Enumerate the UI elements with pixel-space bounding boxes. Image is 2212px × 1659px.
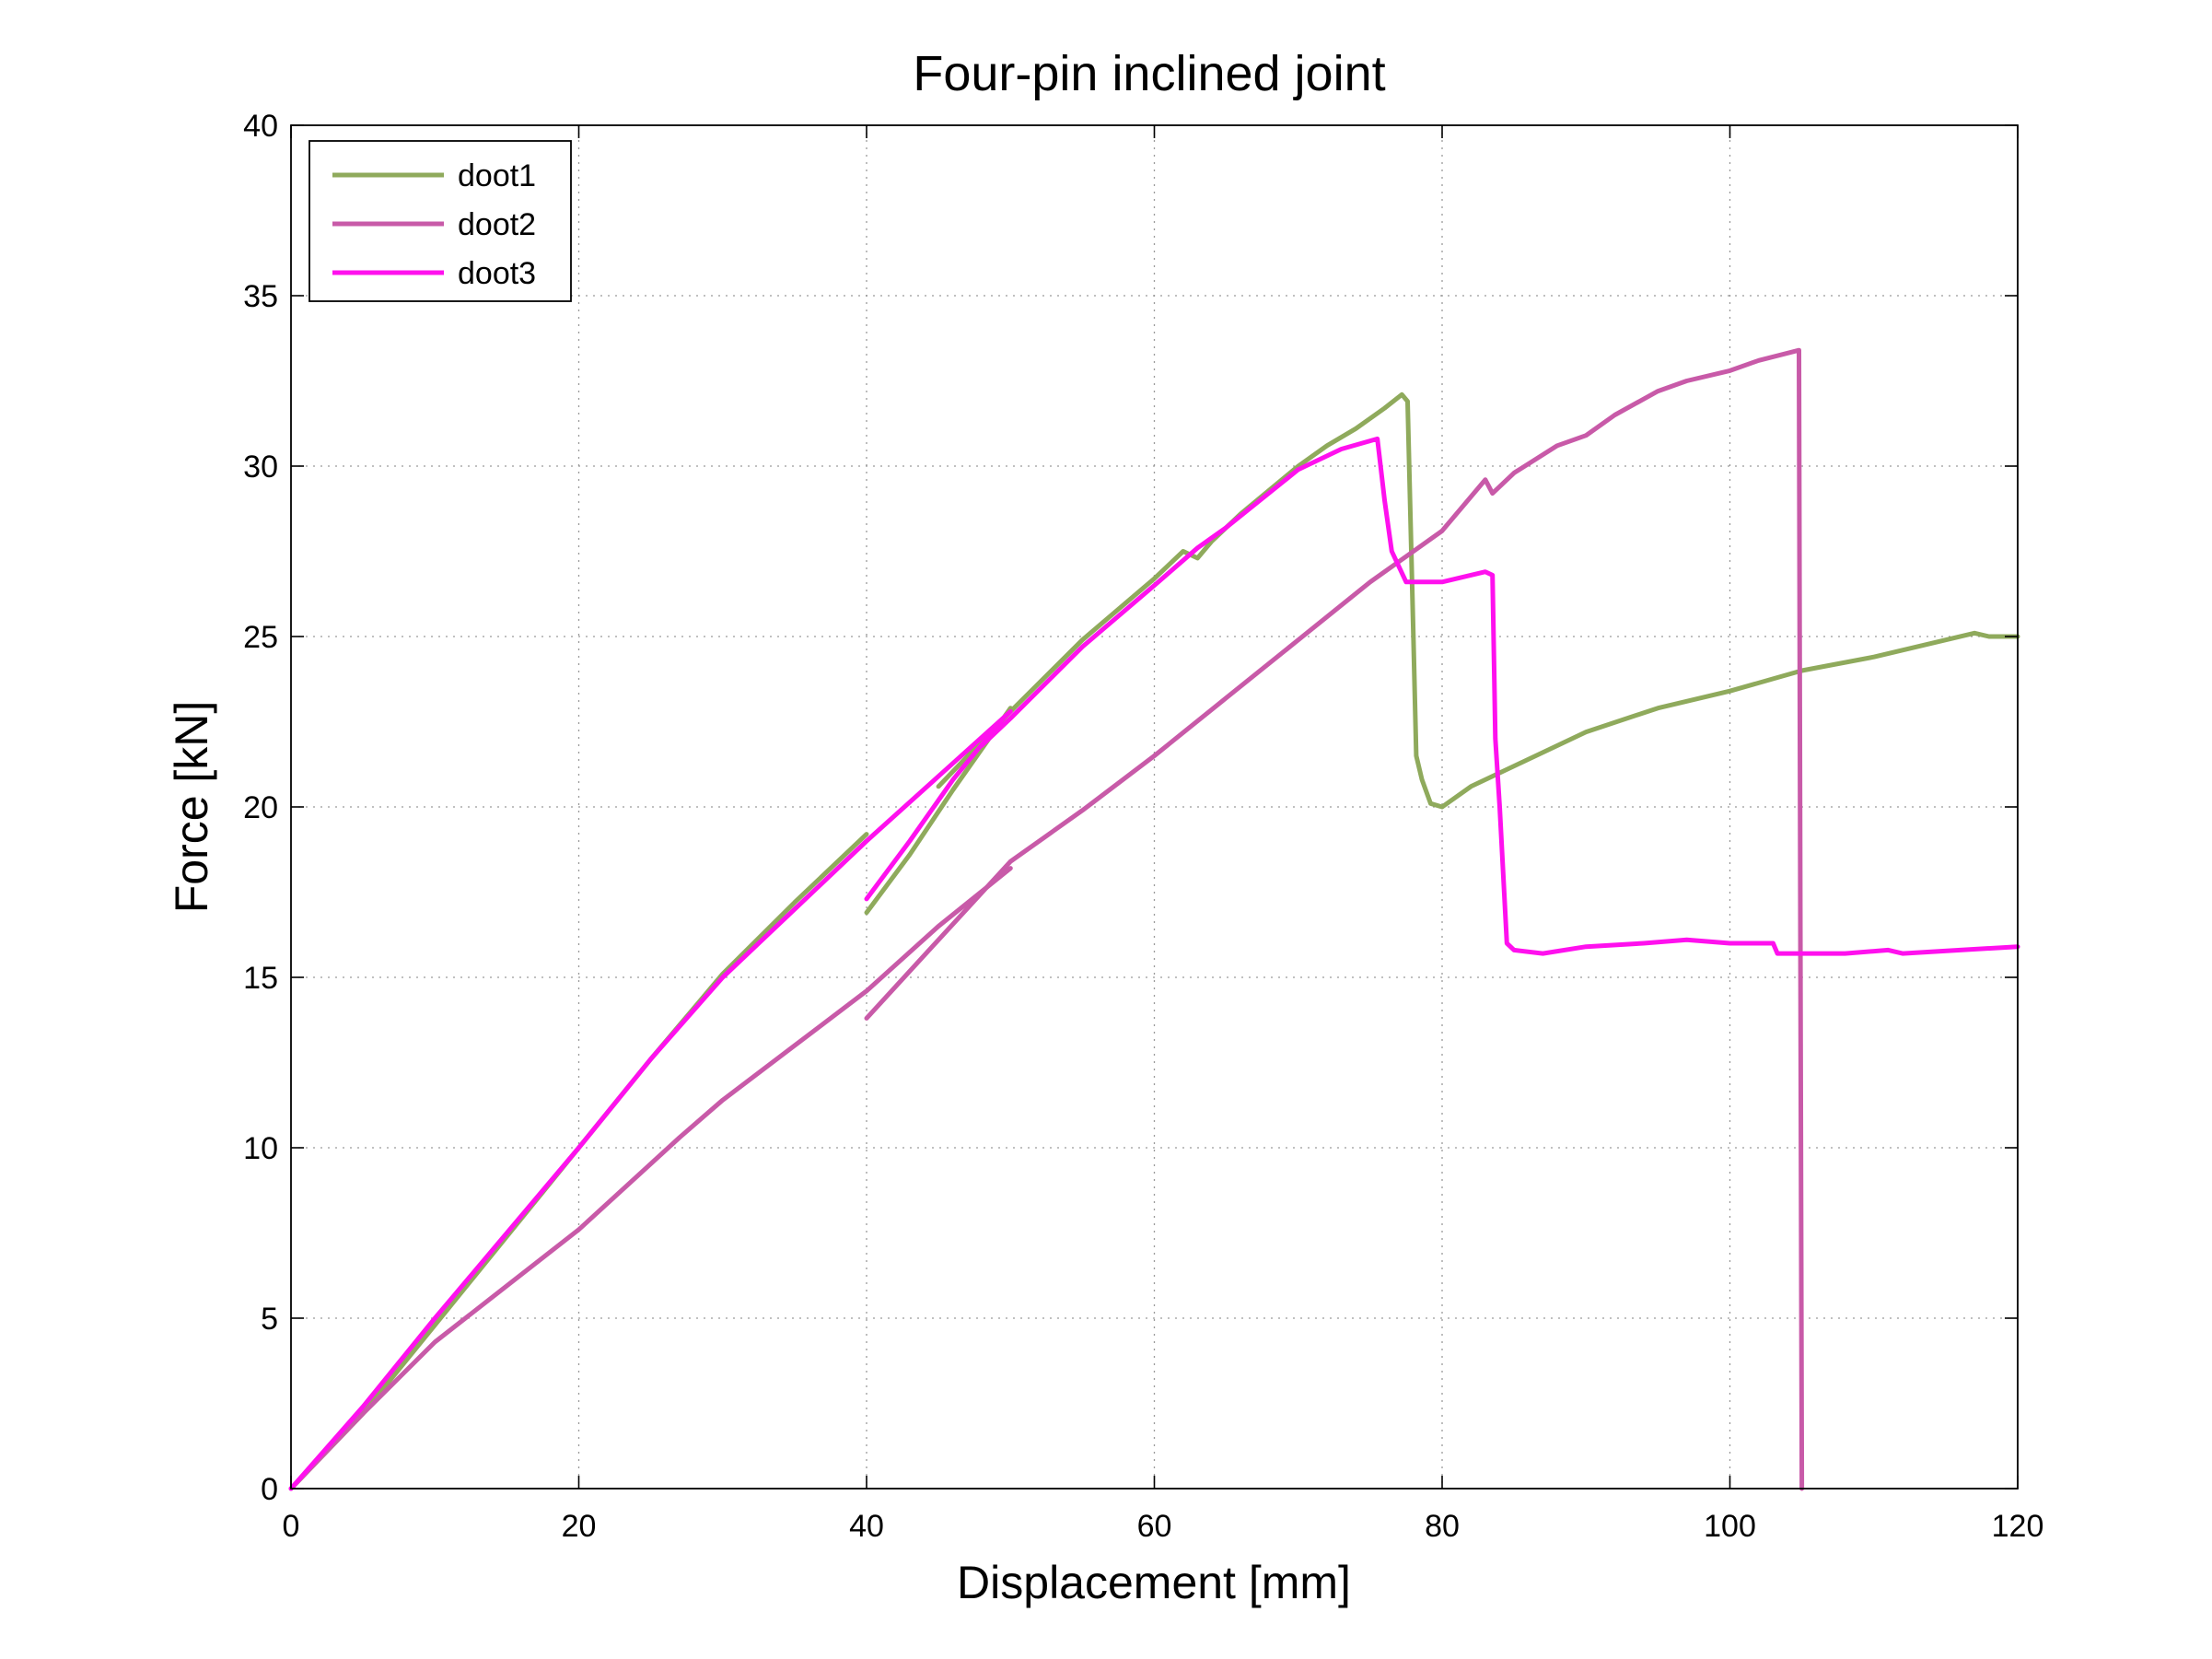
x-tick-label: 40 [849, 1509, 884, 1544]
legend-label-doot1: doot1 [458, 158, 536, 193]
series-doot2 [288, 347, 1805, 1491]
y-tick-label: 35 [243, 279, 278, 314]
y-tick-label: 15 [243, 961, 278, 996]
y-tick-label: 5 [261, 1302, 278, 1337]
legend: doot1 doot2 doot3 [309, 140, 572, 302]
chart-title: Four-pin inclined joint [913, 46, 1385, 101]
x-tick-label: 100 [1704, 1509, 1756, 1544]
y-tick-label: 25 [243, 620, 278, 655]
tick-layer: 0 20 40 60 80 100 120 0 5 10 15 20 25 30 35 40 [243, 109, 2043, 1544]
y-axis-label: Force [kN] [166, 701, 217, 914]
y-tick-label: 30 [243, 450, 278, 485]
x-tick-label: 0 [283, 1509, 300, 1544]
y-tick-label: 40 [243, 109, 278, 144]
series-layer [288, 347, 2020, 1491]
series-line-doot1-segment-2 [864, 706, 1013, 916]
legend-label-doot2: doot2 [458, 207, 536, 242]
x-tick-label: 60 [1137, 1509, 1172, 1544]
series-doot3 [288, 436, 2020, 1491]
series-line-doot3-segment-1 [288, 708, 1013, 1491]
series-line-doot3-segment-3 [979, 436, 2020, 956]
series-line-doot2-segment-2 [864, 347, 1805, 1491]
x-tick-label: 80 [1425, 1509, 1460, 1544]
y-tick-label: 10 [243, 1131, 278, 1166]
x-axis-label: Displacement [mm] [957, 1557, 1351, 1608]
legend-items: doot1 doot2 doot3 [332, 158, 536, 291]
y-tick-label: 0 [261, 1472, 278, 1507]
series-line-doot1-segment-3 [936, 391, 2020, 810]
x-tick-label: 20 [562, 1509, 597, 1544]
series-line-doot3-segment-2 [864, 716, 1006, 902]
x-tick-label: 120 [1992, 1509, 2044, 1544]
y-tick-label: 20 [243, 790, 278, 825]
legend-label-doot3: doot3 [458, 256, 536, 291]
series-line-doot2-segment-1 [288, 866, 1013, 1491]
